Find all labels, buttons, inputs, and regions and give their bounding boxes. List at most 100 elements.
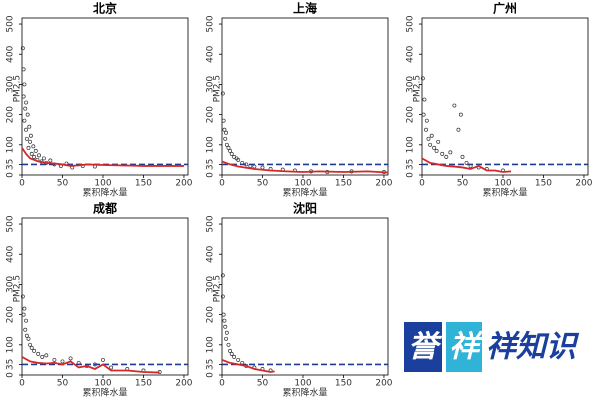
panel-title: 广州 bbox=[493, 1, 517, 16]
x-axis-label: 累积降水量 bbox=[282, 387, 327, 399]
x-axis-label: 累积降水量 bbox=[482, 187, 527, 199]
point bbox=[420, 76, 425, 81]
point bbox=[41, 156, 46, 161]
y-tick-label: 500 bbox=[6, 215, 16, 232]
y-tick-label: 200 bbox=[6, 306, 16, 323]
point bbox=[32, 154, 37, 159]
x-tick-label: 100 bbox=[94, 179, 111, 189]
smooth-line bbox=[21, 147, 184, 167]
x-tick-label: 150 bbox=[135, 379, 152, 389]
y-tick-label: 200 bbox=[206, 306, 216, 323]
x-tick-label: 150 bbox=[135, 179, 152, 189]
x-tick-label: 50 bbox=[257, 179, 269, 189]
point bbox=[21, 67, 26, 72]
point bbox=[40, 354, 45, 359]
point bbox=[21, 312, 26, 317]
point bbox=[24, 318, 28, 323]
y-tick-label: 200 bbox=[206, 106, 216, 123]
point bbox=[23, 106, 28, 111]
y-tick-label: 400 bbox=[206, 245, 216, 262]
point bbox=[28, 133, 33, 138]
point bbox=[226, 145, 231, 150]
point bbox=[29, 151, 34, 156]
y-tick-label: 300 bbox=[6, 76, 16, 93]
y-tick-label: 100 bbox=[6, 336, 16, 353]
point bbox=[32, 348, 37, 353]
point bbox=[37, 153, 41, 158]
point bbox=[444, 154, 449, 159]
point bbox=[23, 327, 28, 332]
point bbox=[429, 133, 434, 138]
y-tick-label: 35 bbox=[6, 159, 16, 170]
y-tick-label: 400 bbox=[406, 45, 416, 62]
watermark-box bbox=[446, 322, 482, 372]
point bbox=[101, 357, 105, 362]
point bbox=[458, 112, 463, 117]
x-tick-label: 200 bbox=[575, 179, 592, 189]
point bbox=[109, 365, 114, 370]
point bbox=[224, 130, 228, 135]
point bbox=[28, 139, 33, 144]
x-tick-label: 100 bbox=[94, 379, 111, 389]
y-tick-label: 35 bbox=[206, 159, 216, 170]
x-tick-label: 150 bbox=[335, 179, 352, 189]
point bbox=[220, 273, 225, 278]
y-tick-label: 300 bbox=[6, 276, 16, 293]
point bbox=[229, 151, 234, 156]
point bbox=[222, 318, 227, 323]
point bbox=[421, 112, 426, 117]
x-tick-label: 50 bbox=[57, 379, 69, 389]
y-axis-label: PM2.5 bbox=[213, 275, 223, 303]
watermark-char: 祥 bbox=[449, 330, 484, 365]
point bbox=[222, 127, 227, 132]
point bbox=[36, 351, 41, 356]
y-tick-label: 100 bbox=[206, 336, 216, 353]
point bbox=[28, 342, 33, 347]
plot-frame bbox=[221, 17, 389, 176]
point bbox=[20, 294, 25, 299]
point bbox=[224, 336, 228, 341]
point bbox=[229, 351, 234, 356]
point bbox=[460, 154, 465, 159]
point bbox=[424, 118, 429, 123]
point bbox=[432, 145, 437, 150]
point bbox=[52, 357, 57, 362]
point bbox=[27, 124, 32, 129]
smooth-line bbox=[21, 356, 160, 374]
x-tick-label: 100 bbox=[494, 179, 511, 189]
x-axis-label: 累积降水量 bbox=[282, 187, 327, 199]
point bbox=[228, 348, 233, 353]
y-tick-label: 0 bbox=[206, 372, 216, 378]
y-tick-label: 400 bbox=[6, 245, 16, 262]
point bbox=[226, 342, 231, 347]
x-tick-label: 200 bbox=[375, 379, 392, 389]
point bbox=[22, 306, 27, 311]
y-tick-label: 0 bbox=[6, 172, 16, 178]
point bbox=[24, 127, 28, 132]
y-axis-label: PM2.5 bbox=[13, 275, 23, 303]
point bbox=[21, 94, 26, 99]
point bbox=[221, 312, 226, 317]
smooth-line bbox=[221, 359, 275, 373]
x-tick-label: 50 bbox=[257, 379, 269, 389]
x-tick-label: 200 bbox=[375, 179, 392, 189]
smooth-line bbox=[421, 157, 512, 173]
point bbox=[448, 150, 453, 155]
point bbox=[48, 158, 53, 163]
watermark: 誉 祥 祥知识 bbox=[404, 322, 580, 372]
point bbox=[68, 356, 73, 361]
panel-title: 上海 bbox=[293, 1, 317, 16]
point bbox=[24, 136, 29, 141]
point bbox=[236, 357, 241, 362]
x-tick-label: 150 bbox=[335, 379, 352, 389]
y-axis-label: PM2.5 bbox=[13, 75, 23, 103]
watermark-box bbox=[404, 322, 442, 372]
point bbox=[26, 145, 31, 150]
plot-frame bbox=[421, 17, 589, 176]
y-tick-label: 300 bbox=[206, 76, 216, 93]
